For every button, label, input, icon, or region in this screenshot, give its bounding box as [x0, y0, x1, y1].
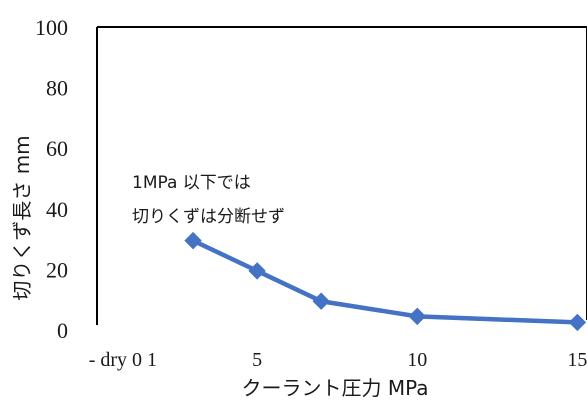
y-axis-ticks: 0 20 40 60 80 100 — [35, 15, 68, 343]
x-tick-label: 5 — [252, 349, 262, 371]
x-tick-label: 10 — [407, 349, 427, 371]
annotation-line-2: 切りくずは分断せず — [132, 207, 285, 227]
y-tick-label: 40 — [46, 197, 68, 222]
y-axis-title: 切りくず長さ mm — [10, 135, 34, 300]
y-tick-label: 0 — [57, 318, 68, 343]
series-layer — [184, 231, 587, 332]
annotation-line-1: 1MPa 以下では — [132, 173, 251, 193]
data-point-marker — [312, 292, 330, 310]
x-axis-ticks: - dry 0 1 5 10 15 — [89, 349, 587, 371]
plot-frame — [96, 26, 587, 325]
x-tick-label: - dry 0 1 — [89, 349, 157, 371]
y-tick-label: 60 — [46, 136, 68, 161]
series-line — [192, 238, 578, 325]
y-tick-label: 20 — [46, 257, 68, 282]
y-tick-label: 80 — [46, 76, 68, 101]
data-point-marker — [184, 231, 202, 250]
data-point-marker — [568, 313, 587, 332]
y-tick-label: 100 — [35, 15, 68, 40]
data-point-marker — [408, 307, 426, 326]
x-tick-label: 15 — [567, 349, 587, 371]
data-point-marker — [248, 262, 266, 280]
x-axis-title: クーラント圧力 MPa — [241, 376, 428, 400]
